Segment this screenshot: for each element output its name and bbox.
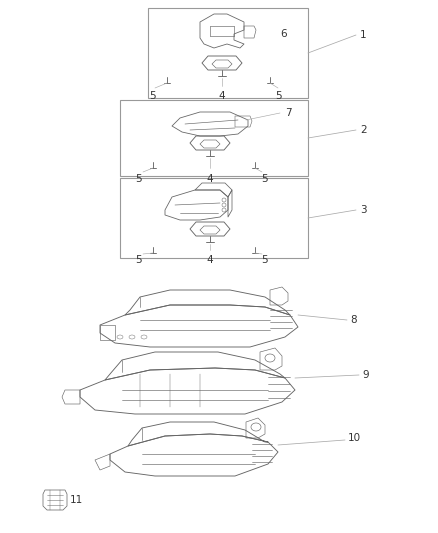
Text: 5: 5 xyxy=(135,174,141,184)
Bar xyxy=(120,100,308,176)
Text: 5: 5 xyxy=(275,91,281,101)
Text: 5: 5 xyxy=(148,91,155,101)
Text: 4: 4 xyxy=(219,91,225,101)
Text: 6: 6 xyxy=(280,29,286,39)
Text: 3: 3 xyxy=(360,205,367,215)
Text: 4: 4 xyxy=(207,255,213,265)
Text: 7: 7 xyxy=(285,108,292,118)
Text: 4: 4 xyxy=(207,174,213,184)
Text: 8: 8 xyxy=(350,315,357,325)
Text: 2: 2 xyxy=(360,125,367,135)
Text: 5: 5 xyxy=(261,255,268,265)
Text: 10: 10 xyxy=(348,433,361,443)
Text: 9: 9 xyxy=(362,370,369,380)
Text: 5: 5 xyxy=(261,174,268,184)
Text: 5: 5 xyxy=(135,255,141,265)
Bar xyxy=(120,178,308,258)
Text: 1: 1 xyxy=(360,30,367,40)
Bar xyxy=(148,8,308,98)
Text: 11: 11 xyxy=(70,495,83,505)
